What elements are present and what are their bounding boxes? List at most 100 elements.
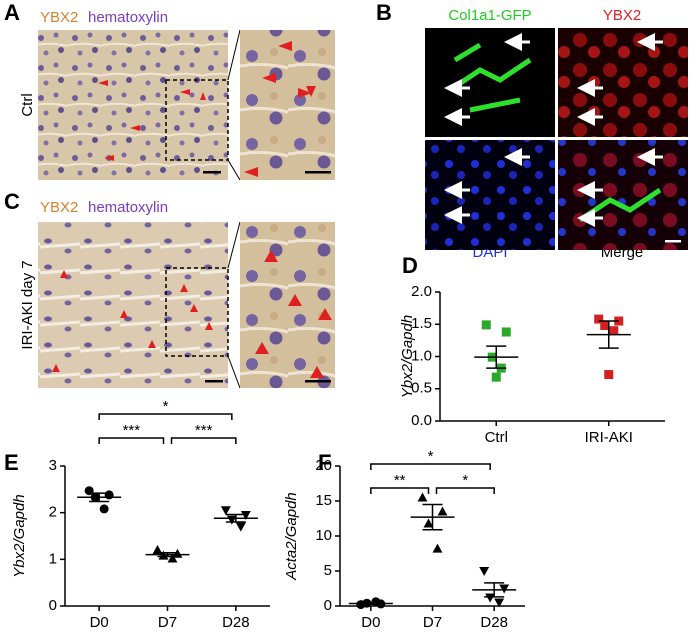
data-point: [609, 326, 619, 336]
error-bar: [598, 320, 619, 349]
y-axis-label: Acta2/Gapdh: [283, 492, 300, 581]
scale-bar: [203, 171, 221, 174]
gfp-signal: [578, 187, 662, 223]
significance-label: ***: [195, 422, 213, 439]
data-point: [485, 593, 496, 603]
y-tick-label: 5: [324, 562, 332, 579]
y-tick-label: 1.0: [411, 347, 432, 364]
y-axis-label: Ybx2/Gapdh: [11, 494, 28, 577]
data-point: [432, 543, 443, 553]
micrograph: [240, 30, 335, 180]
x-tick-label: D28: [222, 614, 250, 631]
significance-bracket: [435, 487, 495, 494]
y-tick-label: 1: [49, 550, 57, 567]
data-point: [479, 566, 490, 576]
data-point: [240, 510, 251, 520]
micrograph: [38, 30, 228, 180]
data-point: [600, 321, 610, 331]
significance-label: *: [163, 398, 169, 415]
arrowheads: [52, 250, 332, 378]
error-bar: [89, 492, 110, 503]
significance-bracket: [98, 413, 233, 420]
scale-bar: [205, 380, 223, 383]
micrograph: [558, 140, 688, 250]
error-bar: [360, 602, 381, 605]
arrows: [98, 41, 316, 177]
y-axis-label: Ybx2/Gapdh: [399, 315, 416, 398]
significance-bracket: [170, 437, 237, 444]
y-tick-label: 10: [315, 527, 332, 544]
x-tick-label: D7: [158, 614, 177, 631]
significance-bracket: [98, 437, 165, 444]
x-tick-label: D7: [423, 614, 442, 631]
stain-label: hematoxylin: [88, 9, 168, 26]
y-tick-label: 2: [49, 504, 57, 521]
data-point: [604, 370, 614, 380]
error-bar: [422, 503, 443, 531]
data-point: [104, 490, 114, 500]
data-point: [494, 598, 505, 608]
significance-bracket: [370, 487, 430, 494]
data-point: [99, 504, 109, 514]
data-point: [501, 327, 511, 337]
data-point: [167, 553, 178, 563]
channel-label: Col1a1-GFP: [448, 7, 531, 24]
zoom-box: [165, 267, 229, 357]
data-point: [481, 320, 491, 330]
panel-letter: A: [4, 0, 20, 25]
significance-label: **: [394, 472, 406, 489]
zoom-line: [227, 159, 241, 181]
x-tick-label: D0: [361, 614, 380, 631]
micrograph: [240, 222, 335, 388]
arrows: [444, 33, 663, 227]
significance-label: ***: [123, 422, 141, 439]
zoom-box: [165, 79, 229, 161]
y-tick-label: 0.0: [411, 412, 432, 429]
significance-label: *: [462, 472, 468, 489]
y-tick-label: 2.0: [411, 283, 432, 300]
x-tick-label: IRI-AKI: [585, 429, 633, 446]
significance-bracket: [370, 463, 491, 470]
significance-label: *: [428, 448, 434, 465]
channel-label: YBX2: [603, 7, 641, 24]
data-point: [437, 506, 448, 516]
y-tick-label: 3: [49, 457, 57, 474]
panel-letter: F: [318, 450, 331, 475]
row-label: IRI-AKI day 7: [19, 260, 36, 349]
y-tick-label: 0: [49, 597, 57, 614]
zoom-line: [227, 29, 241, 81]
data-point: [423, 518, 434, 528]
y-tick-label: 0: [324, 597, 332, 614]
panel-letter: C: [4, 189, 20, 214]
micrograph: [38, 222, 228, 388]
y-tick-label: 15: [315, 492, 332, 509]
row-label: Ctrl: [19, 93, 36, 116]
scale-bar: [305, 380, 331, 383]
panel-letter: B: [376, 0, 392, 25]
x-tick-label: Ctrl: [485, 429, 508, 446]
micrograph: [558, 28, 688, 137]
data-point: [220, 506, 231, 516]
scale-bar: [305, 171, 331, 174]
zoom-line: [227, 221, 241, 269]
y-tick-label: 0.5: [411, 380, 432, 397]
error-bar: [157, 552, 178, 558]
data-point: [499, 584, 510, 594]
data-point: [594, 314, 604, 324]
stain-label: hematoxylin: [88, 199, 168, 216]
scale-bar: [665, 240, 681, 243]
micrograph: [425, 28, 555, 137]
stain-label: YBX2: [40, 199, 78, 216]
data-point: [491, 372, 501, 382]
y-tick-label: 1.5: [411, 315, 432, 332]
data-point: [235, 522, 246, 532]
y-tick-label: 20: [315, 457, 332, 474]
x-tick-label: D28: [480, 614, 508, 631]
zoom-line: [227, 355, 241, 389]
stain-label: YBX2: [40, 9, 78, 26]
data-point: [417, 492, 428, 502]
error-bar: [484, 582, 505, 598]
micrograph: [425, 140, 555, 250]
error-bar: [225, 513, 246, 523]
